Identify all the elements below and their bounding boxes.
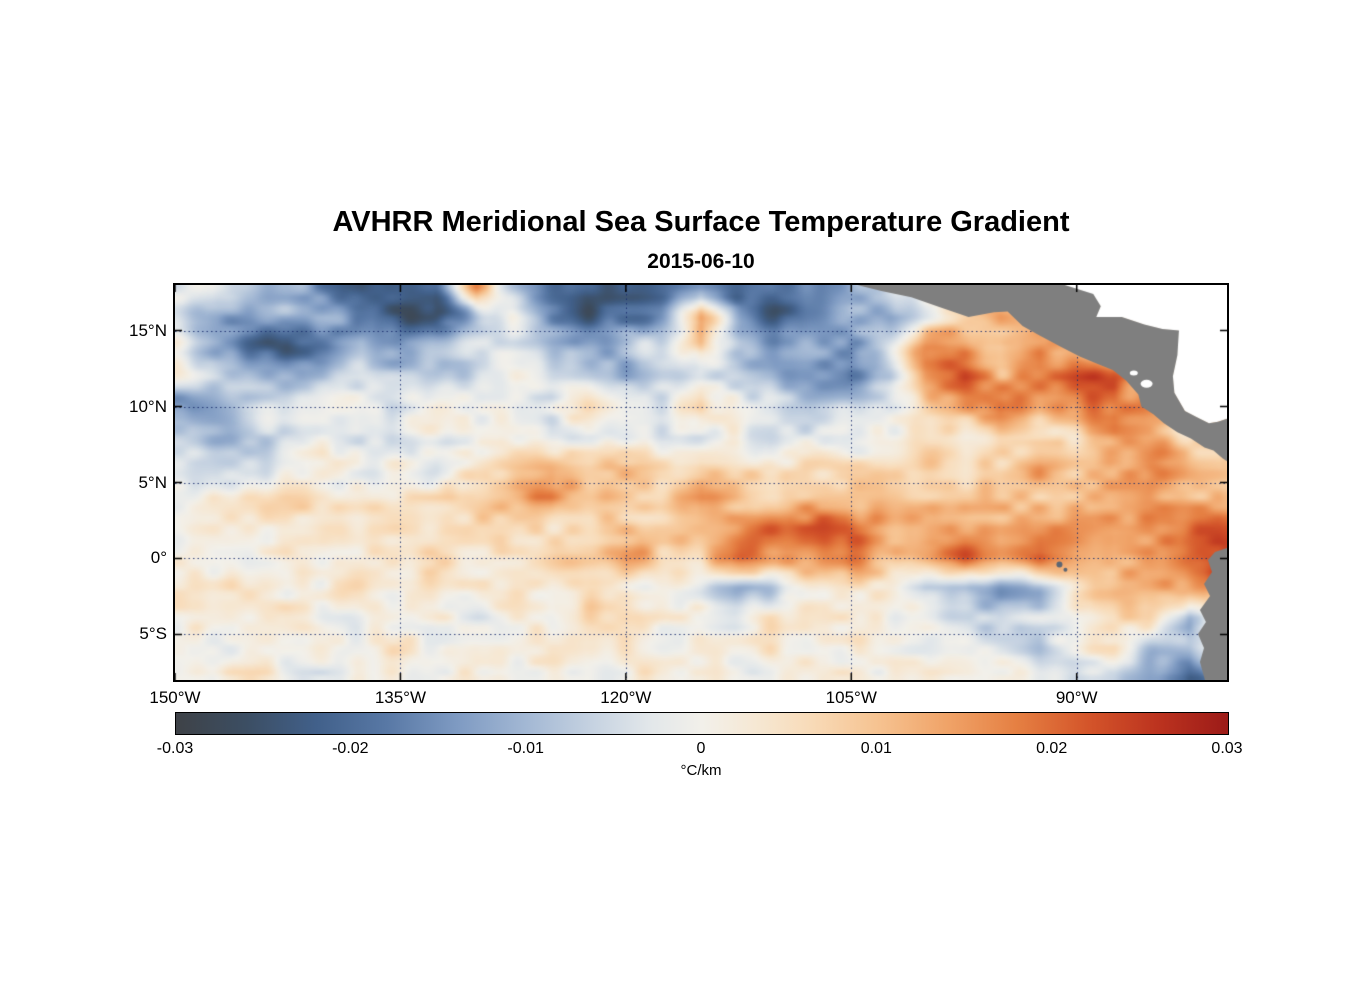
y-axis-tick-label: 15°N xyxy=(129,320,167,340)
y-axis-tick-label: 10°N xyxy=(129,396,167,416)
colorbar-tick-label: 0 xyxy=(696,740,706,757)
x-axis-tick-label: 90°W xyxy=(1055,688,1098,707)
y-axis-tick-label: 5°S xyxy=(139,624,167,644)
x-axis-tick-label: 135°W xyxy=(374,688,427,707)
colorbar-tick-label: -0.01 xyxy=(507,740,544,757)
heatmap-map-canvas xyxy=(175,285,1227,680)
x-axis-tick-label: 105°W xyxy=(825,688,877,707)
y-axis-tick-label: 5°N xyxy=(138,472,167,492)
colorbar-unit-label: °C/km xyxy=(680,762,722,779)
colorbar-tick-label: -0.03 xyxy=(156,740,194,757)
y-axis-tick-label: 0° xyxy=(150,548,167,568)
colorbar-tick-label: -0.02 xyxy=(332,740,369,757)
x-axis-tick-label: 120°W xyxy=(600,688,652,707)
x-axis-tick-label: 150°W xyxy=(149,688,201,707)
colorbar-tick-label: 0.03 xyxy=(1211,740,1243,757)
chart-title: AVHRR Meridional Sea Surface Temperature… xyxy=(332,206,1070,238)
colorbar-tick-label: 0.02 xyxy=(1036,740,1068,757)
colorbar-tick-label: 0.01 xyxy=(860,740,892,757)
colorbar-gradient xyxy=(175,712,1229,735)
chart-date-subtitle: 2015-06-10 xyxy=(647,250,755,273)
